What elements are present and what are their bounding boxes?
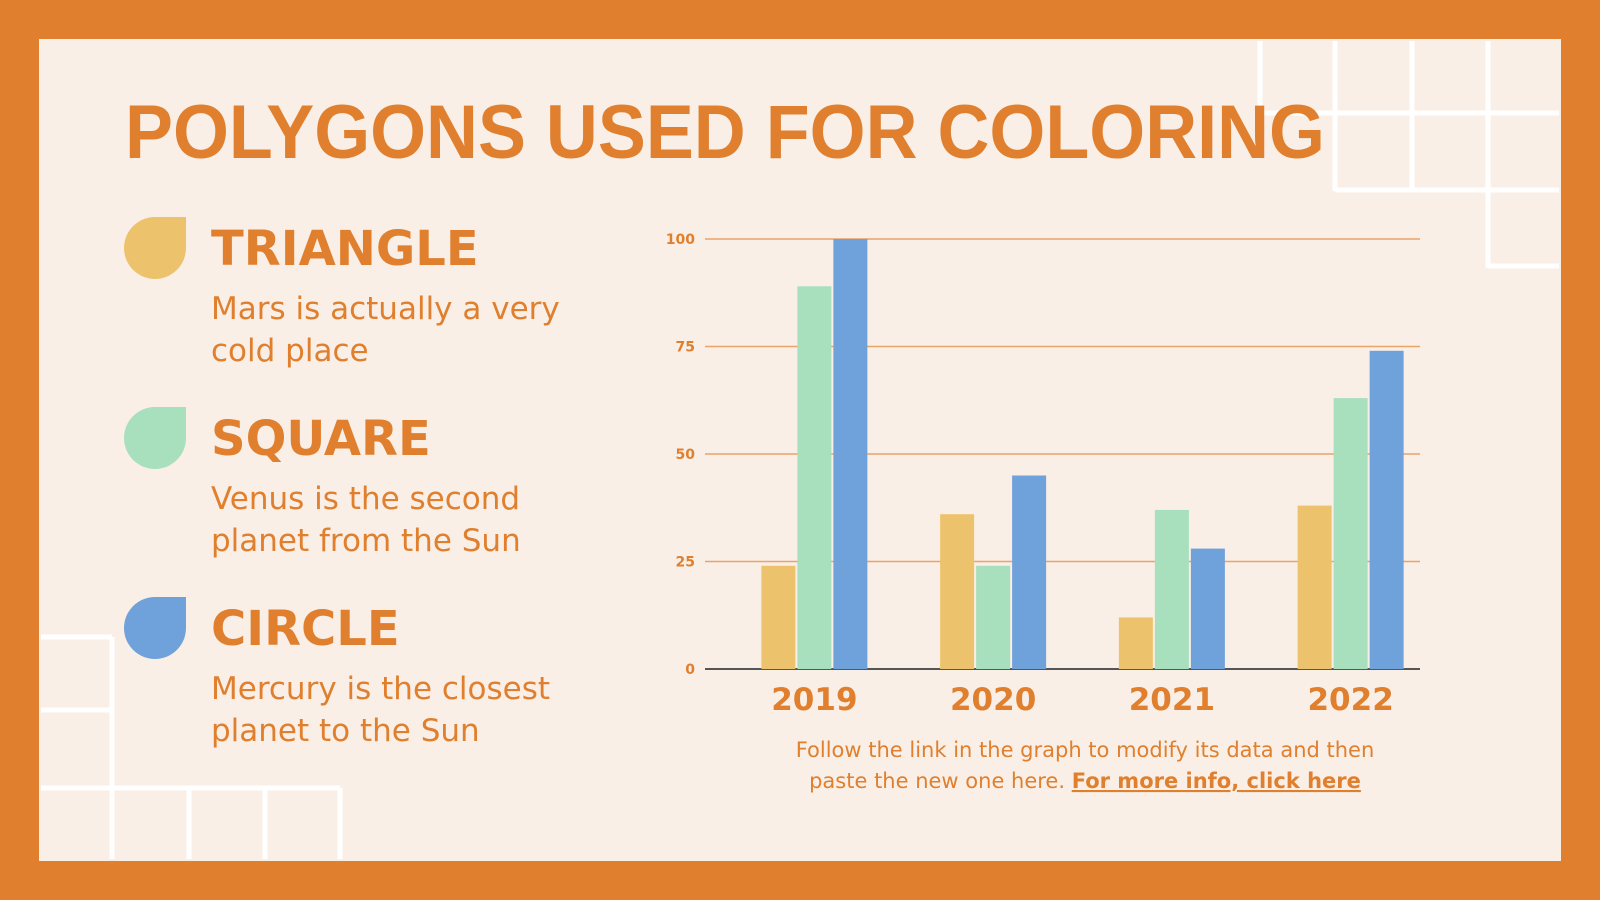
title: POLYGONS USED FOR COLORING: [125, 90, 1325, 175]
bar: [797, 286, 832, 669]
x-tick-label: 2021: [1129, 682, 1215, 718]
info-link[interactable]: For more info, click here: [1072, 769, 1361, 793]
bar: [1297, 505, 1332, 669]
legend-description: Mars is actually a very: [211, 291, 560, 327]
y-tick-label: 0: [685, 662, 695, 678]
legend-label: SQUARE: [211, 411, 431, 467]
y-tick-label: 25: [676, 555, 695, 571]
legend-description: Venus is the second: [211, 481, 520, 517]
y-tick-label: 75: [676, 340, 695, 356]
bar: [940, 514, 975, 669]
footer-note: paste the new one here.: [809, 769, 1065, 793]
bar: [976, 565, 1011, 669]
y-tick-label: 50: [676, 447, 696, 463]
bar: [1118, 617, 1153, 669]
bar: [1369, 350, 1404, 669]
x-tick-label: 2019: [771, 682, 857, 718]
legend-label: TRIANGLE: [211, 221, 479, 277]
legend-icon: [124, 597, 186, 659]
bar: [1333, 398, 1368, 669]
legend-description: cold place: [211, 333, 369, 369]
bar: [761, 565, 796, 669]
legend-icon: [124, 407, 186, 469]
bar: [833, 239, 868, 669]
bar: [1154, 509, 1189, 669]
legend-label: CIRCLE: [211, 601, 400, 657]
x-tick-label: 2020: [950, 682, 1036, 718]
bar: [1012, 475, 1047, 669]
footer-note: Follow the link in the graph to modify i…: [796, 738, 1375, 762]
legend-description: planet to the Sun: [211, 713, 480, 749]
legend-description: planet from the Sun: [211, 523, 521, 559]
bar: [1190, 548, 1225, 669]
x-tick-label: 2022: [1307, 682, 1393, 718]
legend-icon: [124, 217, 186, 279]
y-tick-label: 100: [666, 232, 695, 248]
legend-description: Mercury is the closest: [211, 671, 550, 707]
decoration: [41, 41, 1559, 859]
footer-note: paste the new one here. For more info, c…: [809, 769, 1361, 793]
